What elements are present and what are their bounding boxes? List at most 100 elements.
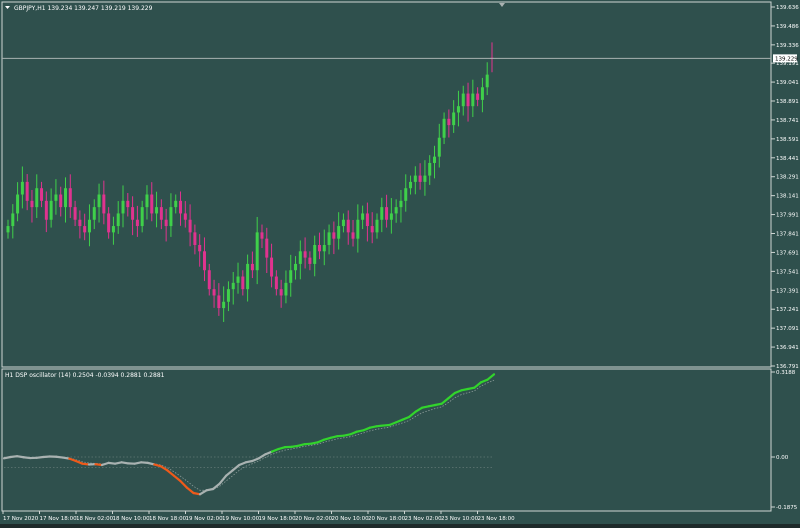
candle-body [16, 195, 19, 214]
price-tick-label: 139.486 [776, 24, 799, 30]
candle-body [352, 232, 355, 238]
candle-body [404, 188, 407, 201]
candle-body [169, 207, 172, 226]
candle-body [447, 119, 450, 125]
candle-body [208, 270, 211, 289]
price-tick-label: 137.241 [776, 307, 799, 313]
price-tick-label: 138.291 [776, 175, 799, 181]
price-tick-label: 137.091 [776, 326, 799, 332]
candle-body [160, 207, 163, 220]
price-tick-label: 138.741 [776, 118, 799, 124]
candle-body [284, 283, 287, 296]
candle-body [380, 207, 383, 220]
candle-body [179, 201, 182, 214]
candle-body [184, 213, 187, 219]
price-tick-label: 137.391 [776, 288, 799, 294]
candle-body [136, 220, 139, 226]
candle-body [227, 289, 230, 302]
candle-body [481, 87, 484, 100]
candle-body [40, 188, 43, 201]
candle-body [356, 220, 359, 239]
current-price-label: 139.229 [775, 56, 798, 62]
candle-body [217, 295, 220, 308]
candle-body [165, 220, 168, 226]
time-tick-label: 19 Nov 02:00 [186, 516, 224, 522]
candle-body [112, 226, 115, 232]
time-tick-label: 18 Nov 02:00 [76, 516, 114, 522]
oscillator-tick-label: 0.00 [776, 455, 789, 461]
candle-body [88, 220, 91, 233]
candle-body [280, 289, 283, 295]
candle-body [69, 188, 72, 207]
candle-body [150, 195, 153, 214]
candle-body [347, 220, 350, 233]
candle-body [332, 232, 335, 238]
candle-body [294, 264, 297, 270]
candle-body [189, 220, 192, 233]
candle-body [399, 201, 402, 207]
candle-body [486, 75, 489, 88]
candle-body [102, 195, 105, 214]
candle-body [174, 201, 177, 207]
price-tick-label: 136.941 [776, 345, 799, 351]
candle-body [64, 188, 67, 207]
candle-body [328, 232, 331, 245]
time-tick-label: 17 Nov 2020 [3, 516, 39, 522]
candle-body [237, 277, 240, 283]
price-tick-label: 138.141 [776, 194, 799, 200]
candle-body [241, 277, 244, 290]
candle-body [155, 207, 158, 213]
time-tick-label: 18 Nov 10:00 [113, 516, 151, 522]
candle-body [83, 226, 86, 232]
time-tick-label: 20 Nov 18:00 [368, 516, 406, 522]
candle-body [117, 213, 120, 226]
candle-body [50, 201, 53, 220]
candle-body [423, 176, 426, 182]
time-tick-label: 17 Nov 18:00 [40, 516, 78, 522]
time-tick-label: 23 Nov 02:00 [405, 516, 443, 522]
candle-body [433, 157, 436, 163]
time-tick-label: 19 Nov 10:00 [222, 516, 260, 522]
candle-body [54, 195, 57, 201]
time-tick-label: 20 Nov 02:00 [295, 516, 333, 522]
candle-body [78, 220, 81, 226]
candle-body [260, 232, 263, 238]
candle-body [126, 201, 129, 207]
candle-body [232, 283, 235, 289]
candle-body [409, 182, 412, 188]
price-tick-label: 137.841 [776, 232, 799, 238]
candle-body [256, 232, 259, 270]
candle-body [193, 232, 196, 245]
candle-body [342, 220, 345, 226]
candle-body [419, 176, 422, 182]
price-tick-label: 137.541 [776, 269, 799, 275]
candle-body [145, 195, 148, 208]
candle-body [337, 226, 340, 239]
candle-body [21, 182, 24, 195]
candle-body [265, 239, 268, 258]
candle-body [361, 213, 364, 219]
candle-body [141, 207, 144, 226]
time-tick-label: 23 Nov 10:00 [441, 516, 479, 522]
candle-body [45, 201, 48, 220]
candle-body [438, 138, 441, 157]
candle-body [308, 258, 311, 264]
candle-body [476, 94, 479, 100]
candle-body [467, 94, 470, 107]
candle-body [122, 201, 125, 214]
candle-body [323, 245, 326, 251]
price-tick-label: 138.591 [776, 137, 799, 143]
oscillator-tick-label: 0.3188 [776, 370, 796, 376]
time-tick-label: 20 Nov 10:00 [332, 516, 370, 522]
price-tick-label: 139.636 [776, 5, 799, 11]
candle-body [299, 251, 302, 264]
candle-body [35, 188, 38, 207]
candle-body [246, 264, 249, 289]
candle-body [375, 220, 378, 233]
price-panel-header: GBPJPY,H1 139.234 139.247 139.219 139.22… [14, 5, 153, 12]
oscillator-header: H1 DSP oscillator (14) 0.2504 -0.0394 0.… [5, 372, 165, 379]
time-tick-label: 23 Nov 18:00 [478, 516, 516, 522]
